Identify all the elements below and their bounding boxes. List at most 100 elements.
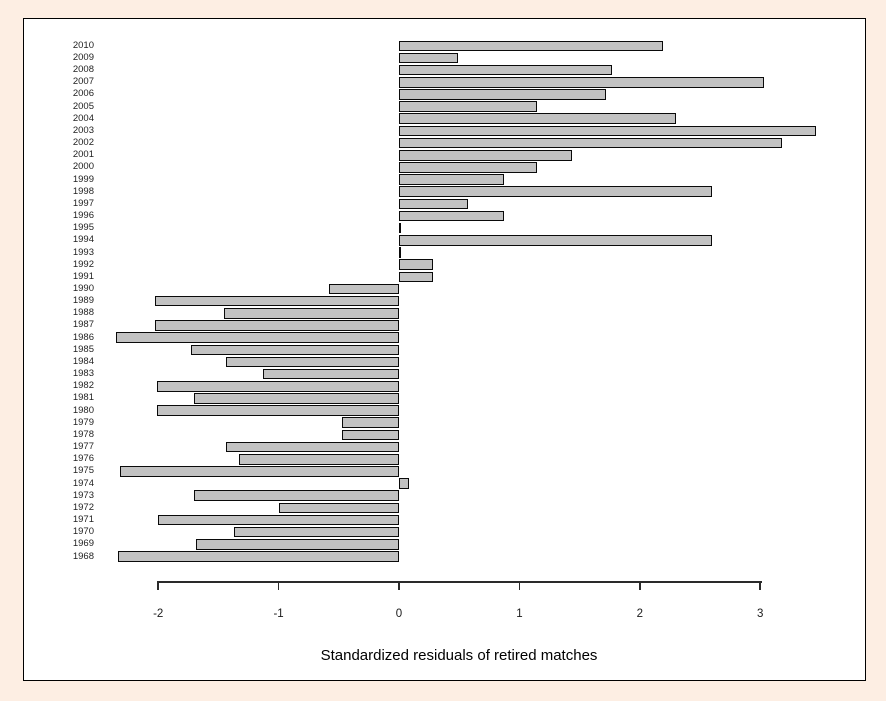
y-tick-label-1976: 1976 xyxy=(72,453,94,465)
x-axis-line xyxy=(158,581,762,583)
bar-2005 xyxy=(399,101,538,112)
bar-2006 xyxy=(399,89,607,100)
y-tick-label-1985: 1985 xyxy=(72,343,94,355)
y-tick-label-1986: 1986 xyxy=(72,331,94,343)
bar-2008 xyxy=(399,64,613,76)
bar-1977 xyxy=(225,441,399,453)
y-tick-label-1975: 1975 xyxy=(72,465,94,477)
x-tick-2 xyxy=(639,581,641,590)
bar-2002 xyxy=(399,137,782,149)
y-tick-label-1972: 1972 xyxy=(72,501,94,513)
bar-1986 xyxy=(116,332,399,343)
bar-1968 xyxy=(118,551,399,562)
y-tick-label-1992: 1992 xyxy=(72,258,94,270)
bar-1981 xyxy=(194,393,399,404)
x-tick-label-1: 1 xyxy=(516,608,523,620)
y-tick-label-1995: 1995 xyxy=(72,222,94,234)
y-tick-label-1982: 1982 xyxy=(72,380,94,392)
bar-1979 xyxy=(342,417,399,429)
y-tick-label-2004: 2004 xyxy=(72,112,94,124)
y-tick-label-1994: 1994 xyxy=(72,234,94,246)
bar-1975 xyxy=(119,466,399,477)
x-tick-label--2: -2 xyxy=(153,608,164,620)
y-tick-label-2007: 2007 xyxy=(72,76,94,88)
bar-2010 xyxy=(399,40,663,52)
bar-1982 xyxy=(156,380,399,392)
bar-1984 xyxy=(225,356,399,368)
bar-1972 xyxy=(278,502,399,514)
bar-1988 xyxy=(224,308,399,319)
bar-2009 xyxy=(399,52,458,64)
y-tick-label-1984: 1984 xyxy=(72,355,94,367)
y-tick-label-1997: 1997 xyxy=(72,197,94,209)
y-tick-label-1979: 1979 xyxy=(72,416,94,428)
bar-1976 xyxy=(238,453,399,465)
y-tick-label-1998: 1998 xyxy=(72,185,94,197)
bar-1970 xyxy=(234,526,399,538)
y-tick-label-1987: 1987 xyxy=(72,319,94,331)
x-tick--1 xyxy=(277,581,280,590)
bar-1997 xyxy=(399,198,468,210)
y-tick-label-1973: 1973 xyxy=(72,489,94,501)
x-tick-3 xyxy=(759,581,761,590)
y-tick-label-1978: 1978 xyxy=(72,428,94,440)
bar-1978 xyxy=(342,429,399,441)
y-tick-label-1968: 1968 xyxy=(72,550,94,562)
y-tick-label-1990: 1990 xyxy=(72,283,94,294)
y-tick-label-2001: 2001 xyxy=(72,149,94,161)
y-tick-label-2006: 2006 xyxy=(72,88,94,100)
x-tick-0 xyxy=(398,581,400,590)
bar-1999 xyxy=(399,174,504,185)
bar-1973 xyxy=(194,490,399,501)
y-tick-label-1971: 1971 xyxy=(72,514,94,526)
y-tick-label-2002: 2002 xyxy=(72,137,94,149)
y-tick-label-2005: 2005 xyxy=(72,100,94,112)
bar-1990 xyxy=(329,283,399,295)
bar-1974 xyxy=(399,478,409,489)
y-tick-label-2000: 2000 xyxy=(72,161,94,173)
x-tick--2 xyxy=(157,581,159,590)
bar-1985 xyxy=(190,344,399,356)
y-tick-label-2003: 2003 xyxy=(72,124,94,136)
bar-2007 xyxy=(399,76,764,88)
y-tick-label-1969: 1969 xyxy=(72,538,94,550)
bar-1971 xyxy=(158,514,399,526)
y-tick-label-1991: 1991 xyxy=(72,270,94,282)
y-tick-label-1974: 1974 xyxy=(72,477,94,489)
y-tick-label-2008: 2008 xyxy=(72,64,94,76)
bar-1983 xyxy=(262,368,399,380)
y-tick-label-1970: 1970 xyxy=(72,526,94,538)
y-tick-label-1988: 1988 xyxy=(72,307,94,319)
bar-1980 xyxy=(156,405,399,416)
x-tick-label-0: 0 xyxy=(395,608,403,620)
bar-1991 xyxy=(399,271,433,283)
bar-1993 xyxy=(399,247,401,258)
y-tick-label-1981: 1981 xyxy=(72,392,94,404)
bar-2003 xyxy=(399,125,816,137)
bar-1994 xyxy=(399,235,713,246)
bar-2001 xyxy=(399,149,573,161)
y-tick-label-1980: 1980 xyxy=(72,404,94,416)
bar-1992 xyxy=(399,259,433,270)
x-tick-label--1: -1 xyxy=(273,608,284,620)
bar-2000 xyxy=(399,162,538,173)
bar-1987 xyxy=(154,320,399,331)
y-tick-label-1977: 1977 xyxy=(72,441,94,453)
x-axis-title: Standardized residuals of retired matche… xyxy=(320,647,598,664)
y-tick-label-1993: 1993 xyxy=(72,246,94,258)
bar-1989 xyxy=(154,295,399,307)
y-tick-label-2010: 2010 xyxy=(72,39,94,51)
bar-1996 xyxy=(399,210,504,222)
bar-1969 xyxy=(195,539,399,550)
y-tick-label-1999: 1999 xyxy=(72,173,94,185)
bar-2004 xyxy=(399,113,676,125)
y-tick-label-2009: 2009 xyxy=(72,51,94,63)
x-tick-label-3: 3 xyxy=(756,608,764,620)
x-tick-label-2: 2 xyxy=(636,608,643,620)
bar-1998 xyxy=(399,186,713,197)
y-tick-label-1983: 1983 xyxy=(72,368,94,380)
y-tick-label-1989: 1989 xyxy=(72,295,94,307)
bar-1995 xyxy=(399,222,401,234)
y-tick-label-1996: 1996 xyxy=(72,210,94,222)
